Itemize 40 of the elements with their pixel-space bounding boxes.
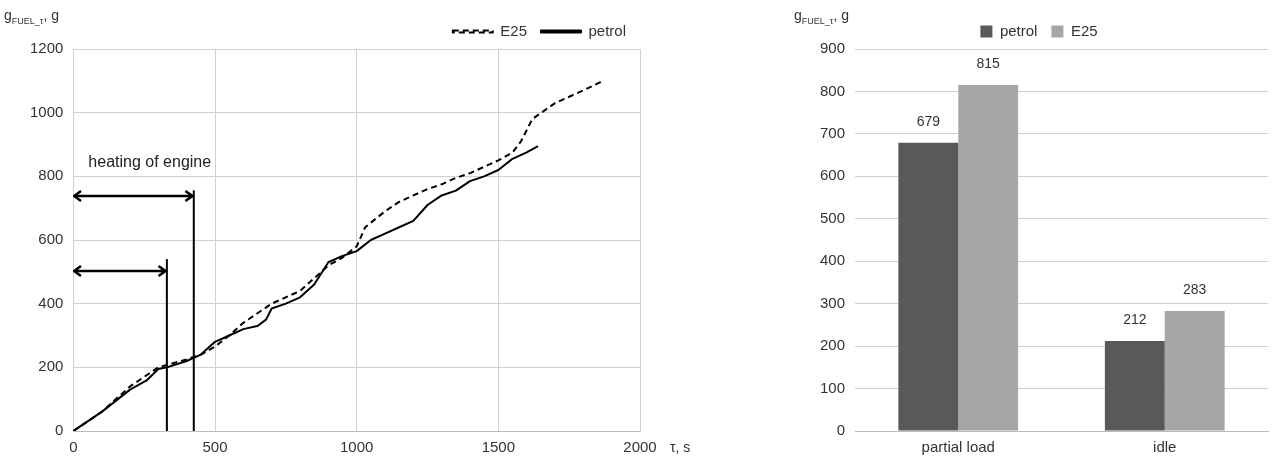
y-tick-label: 300 [820,293,846,311]
data-label: 815 [976,54,1001,71]
legend-label: petrol [588,21,627,39]
y-tick-label: 600 [820,166,846,184]
bar [1164,310,1225,431]
y-tick-label: 0 [55,421,64,439]
y-tick-label: 1200 [29,39,64,57]
y-tick-label: 400 [820,251,846,269]
legend-label: petrol [999,21,1038,39]
y-tick-label: 900 [820,39,846,57]
x-tick-label: 2000 [623,438,657,456]
bar [1104,341,1165,431]
y-tick-label: 0 [836,421,846,439]
x-tick-label: partial load [921,438,995,456]
bar [898,142,959,431]
x-tick-label: 1500 [481,438,516,456]
y-tick-label: 800 [38,166,64,184]
y-tick-label: 100 [820,378,846,396]
data-label: 212 [1123,310,1147,327]
y-tick-label: 500 [820,208,846,226]
legend-label: E25 [500,21,527,39]
data-label: 283 [1183,280,1207,297]
y-axis-title: g$_{FUEL_τ}$, g [794,7,850,26]
x-tick-label: idle [1153,438,1177,456]
y-tick-label: 200 [38,357,64,375]
x-tick-label: 0 [69,438,78,456]
y-tick-label: 700 [820,124,846,142]
y-tick-label: 800 [820,81,846,99]
annotation: heating of engine [88,153,212,171]
y-tick-label: 400 [38,293,64,311]
y-axis-title: g$_{FUEL_τ}$, g [4,7,60,26]
y-tick-label: 200 [820,336,846,354]
x-tick-label: 500 [202,438,228,456]
legend-label: E25 [1070,21,1098,39]
y-tick-label: 1000 [29,102,64,120]
x-axis-title: τ, s [670,439,691,455]
x-tick-label: 1000 [340,438,374,456]
data-label: 679 [916,112,941,129]
bar [958,85,1019,431]
y-tick-label: 600 [38,230,64,248]
